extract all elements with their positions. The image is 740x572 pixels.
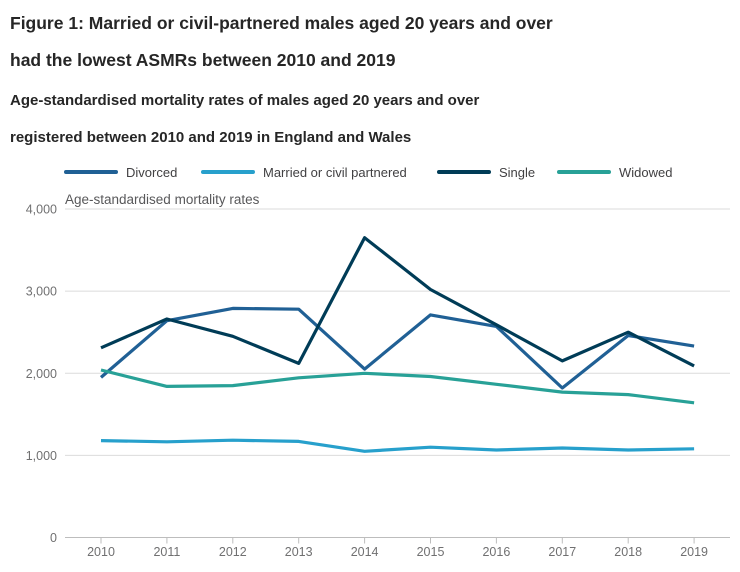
legend-label-divorced: Divorced [126,164,178,180]
legend-label-married-or-civil-partnered: Married or civil partnered [263,164,407,180]
x-tick-label-2015: 2015 [417,545,445,559]
legend-label-widowed: Widowed [619,164,673,180]
figure-title-line2: had the lowest ASMRs between 2010 and 20… [10,50,396,70]
chart-legend: Divorced Married or civil partnered Single… [0,163,740,181]
x-tick-label-2017: 2017 [548,545,576,559]
legend-label-single: Single [499,164,536,180]
series-line-divorced [99,306,695,390]
x-tick-label-2019: 2019 [680,545,708,559]
x-tick-label-2011: 2011 [153,545,180,559]
figure-subtitle-line1: Age-standardised mortality rates of male… [10,92,480,109]
series-line-married-or-civil-partnered [100,438,695,453]
x-tick-label-2013: 2013 [285,545,313,559]
figure-title-line1: Figure 1: Married or civil-partnered mal… [10,13,553,33]
figure-subtitle-line2: registered between 2010 and 2019 in Engl… [10,129,412,146]
x-tick-label-2018: 2018 [614,545,642,559]
y-tick-label-3000: 3,000 [26,285,57,299]
y-tick-label-4000: 4,000 [26,203,57,217]
legend-swatch-widowed [557,170,611,174]
x-tick-label-2010: 2010 [87,545,115,559]
legend-item-married-or-civil-partnered: Married or civil partnered [201,163,407,181]
legend-swatch-married-or-civil-partnered [201,170,255,174]
y-axis-title: Age-standardised mortality rates [65,192,260,207]
legend-swatch-single [437,170,491,174]
legend-item-single: Single [437,163,535,181]
legend-item-widowed: Widowed [557,163,672,181]
x-tick-label-2014: 2014 [351,545,379,559]
x-tick-label-2012: 2012 [219,545,247,559]
figure-title: Figure 1: Married or civil-partnered mal… [10,5,710,79]
y-tick-label-2000: 2,000 [26,367,57,381]
x-tick-label-2016: 2016 [482,545,510,559]
legend-swatch-divorced [64,170,118,174]
legend-item-divorced: Divorced [64,163,177,181]
y-tick-label-1000: 1,000 [26,449,57,463]
series-line-widowed [100,368,695,405]
figure-subtitle: Age-standardised mortality rates of male… [10,82,710,156]
y-tick-label-0: 0 [50,531,57,545]
series-line-single [100,236,695,368]
